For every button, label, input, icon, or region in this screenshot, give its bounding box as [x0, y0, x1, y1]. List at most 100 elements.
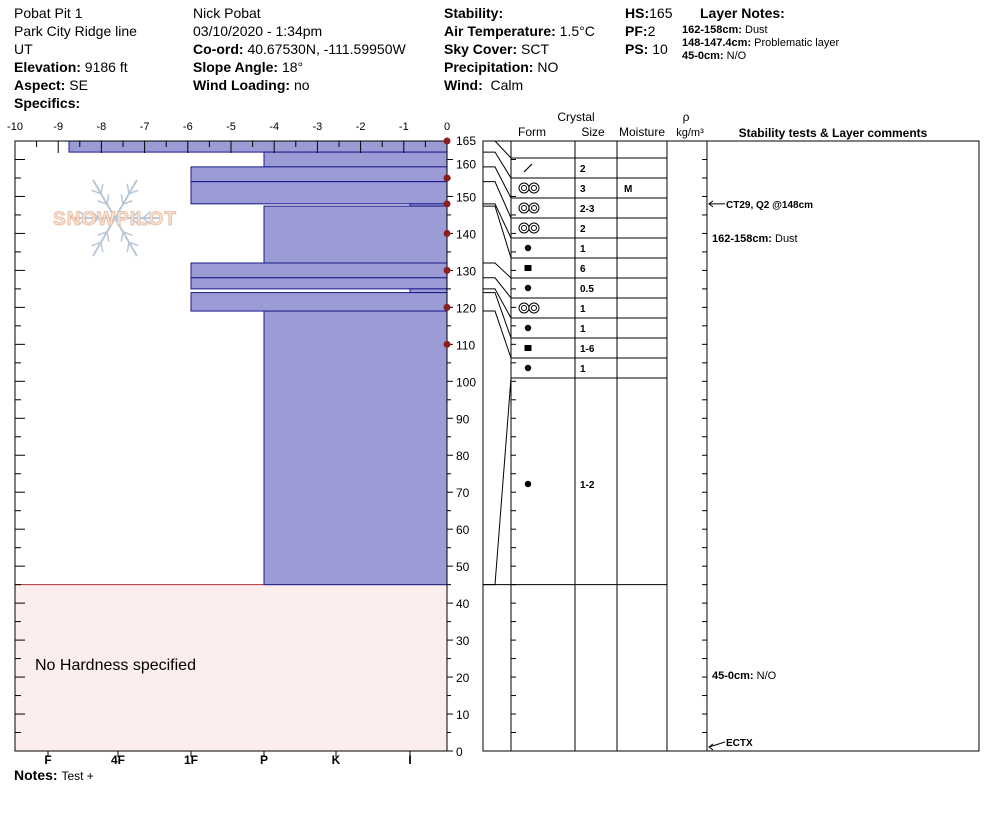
watermark-snowflake-branch	[128, 241, 139, 247]
height-tick-label: 140	[456, 227, 476, 241]
precipitation: Precipitation: NO	[444, 59, 559, 75]
temperature-point	[443, 137, 451, 145]
notes: Notes: Test +	[14, 767, 94, 783]
watermark-snowflake-branch	[106, 194, 110, 205]
crystal-form-symbol	[521, 225, 527, 231]
watermark-snowflake-branch	[130, 210, 140, 219]
form-header: Form	[518, 125, 546, 139]
watermark-snowflake-branch	[130, 217, 140, 226]
sky-cover: Sky Cover: SCT	[444, 41, 550, 57]
crystal-form-symbol	[524, 265, 532, 271]
hardness-tick-label: 4F	[111, 753, 125, 767]
temperature-tick-label: -3	[313, 121, 323, 133]
crystal-form-symbol	[524, 345, 532, 351]
crystal-size: 1	[580, 244, 586, 255]
layer-note: 45-0cm: N/O	[682, 50, 747, 62]
layer-comment: 162-158cm: Dust	[712, 233, 798, 245]
watermark-snowflake-branch	[128, 189, 139, 195]
stability-test-label: ECTX	[726, 738, 753, 749]
height-tick-label: 10	[456, 708, 470, 722]
watermark-snowflake-branch	[90, 210, 100, 219]
location: Park City Ridge line	[14, 23, 137, 39]
hardness-tick-label: P	[260, 753, 268, 767]
watermark-snowflake-branch	[120, 231, 124, 242]
aspect: Aspect: SE	[14, 77, 88, 93]
crystal-form-symbol	[518, 182, 530, 194]
temperature-tick-label: -10	[7, 121, 23, 133]
specifics-label: Specifics:	[14, 95, 81, 111]
crystal-size: 6	[580, 264, 586, 275]
wind-loading: Wind Loading: no	[193, 77, 310, 93]
hardness-layer-bar	[190, 262, 448, 279]
crystal-form-symbol	[531, 205, 537, 211]
watermark-snowflake-arm	[114, 217, 138, 257]
crystal-form-symbol	[524, 244, 532, 252]
moisture-header: Moisture	[619, 125, 665, 139]
observer: Nick Pobat	[193, 5, 261, 21]
crystal-form-symbol	[528, 182, 540, 194]
moisture-value: M	[624, 184, 632, 195]
crystal-form-symbol	[524, 480, 532, 488]
layer-connector	[483, 203, 512, 239]
stability-test-label: CT29, Q2 @148cm	[726, 200, 813, 211]
hardness-layer-bar	[263, 310, 448, 586]
crystal-header: Crystal	[557, 110, 594, 124]
hardness-layer-bar	[190, 292, 448, 312]
layer-note: 162-158cm: Dust	[682, 24, 768, 36]
height-tick-label: 50	[456, 560, 470, 574]
state: UT	[14, 41, 33, 57]
air-temperature: Air Temperature: 1.5°C	[444, 23, 595, 39]
wind: Wind: Calm	[444, 77, 524, 93]
height-tick-label: 30	[456, 634, 470, 648]
watermark-snowflake-branch	[120, 194, 124, 205]
layer-connector	[483, 310, 512, 359]
layer-connector	[483, 151, 512, 179]
crystal-form-symbol	[518, 302, 530, 314]
layer-connector	[483, 205, 512, 259]
stability-test-arrowhead	[708, 743, 714, 751]
hardness-layer-bar	[190, 181, 448, 205]
crystal-form-symbol	[524, 324, 532, 332]
watermark-snowflake-branch	[142, 210, 152, 219]
layer-note: 148-147.4cm: Problematic layer	[682, 37, 840, 49]
hardness-tick-label: I	[408, 753, 411, 767]
layer-comment: 45-0cm: N/O	[712, 670, 777, 682]
watermark-snowflake-branch	[97, 200, 108, 205]
watermark-snowflake-branch	[106, 231, 110, 242]
layer-connector	[483, 181, 512, 219]
crystal-form-symbol	[523, 163, 533, 173]
temperature-point	[443, 200, 451, 208]
layer-connector	[483, 277, 512, 299]
slope-angle: Slope Angle: 18°	[193, 59, 304, 75]
no-hardness-label: No Hardness specified	[35, 657, 196, 674]
watermark-snowflake-branch	[100, 183, 104, 194]
hardness-tick-label: K	[332, 753, 341, 767]
hardness-layer-bar	[263, 205, 448, 264]
crystal-size: 1-2	[580, 480, 595, 491]
crystal-form-symbol	[524, 364, 532, 372]
stability: Stability:	[444, 5, 504, 21]
elevation: Elevation: 9186 ft	[14, 59, 128, 75]
watermark-snowflake-branch	[142, 217, 152, 226]
size-header: Size	[581, 125, 605, 139]
crystal-size: 2	[580, 164, 586, 175]
layer-connector	[483, 292, 512, 339]
height-tick-label: 80	[456, 449, 470, 463]
crystal-size: 2	[580, 224, 586, 235]
watermark-snowflake-branch	[91, 189, 102, 195]
watermark-snowflake-arm	[92, 217, 116, 257]
density-unit-header: kg/m³	[676, 127, 704, 139]
crystal-form-symbol	[518, 222, 530, 234]
temperature-tick-label: -8	[97, 121, 107, 133]
watermark-snowflake-branch	[100, 242, 104, 253]
crystal-form-symbol	[531, 185, 537, 191]
watermark-text: SNOWPILOT	[53, 209, 177, 230]
crystal-form-symbol	[528, 202, 540, 214]
layer-connector	[483, 140, 512, 159]
height-tick-label: 150	[456, 190, 476, 204]
layer-connector	[483, 166, 512, 199]
profile-table-frame	[482, 140, 980, 752]
temperature-tick-label: -7	[140, 121, 150, 133]
temperature-point	[443, 229, 451, 237]
